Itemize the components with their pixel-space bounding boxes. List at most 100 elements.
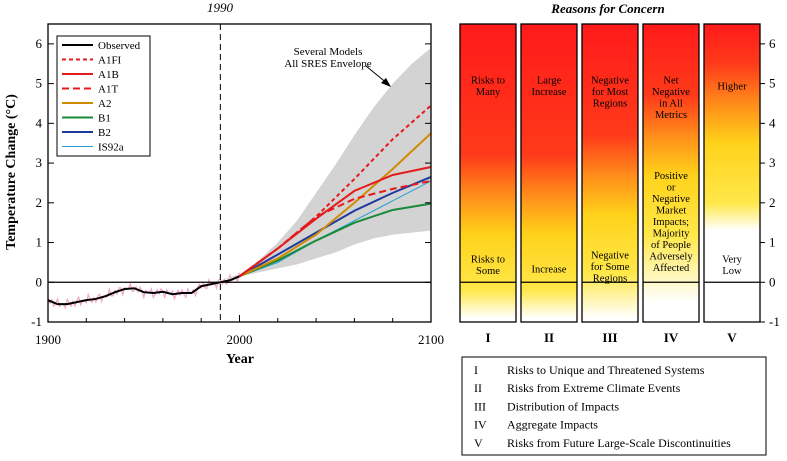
key-text: Risks to Unique and Threatened Systems bbox=[507, 363, 705, 377]
observed-line bbox=[47, 275, 240, 306]
right-tick-label: 2 bbox=[769, 195, 776, 210]
key-frame bbox=[461, 356, 767, 456]
series-line-a1b bbox=[238, 166, 432, 278]
column-lower-label: Negative bbox=[591, 250, 629, 261]
series-line-b1 bbox=[239, 202, 432, 278]
column-lower-label: Very bbox=[722, 254, 743, 265]
legend-label-a1t: A1T bbox=[98, 84, 118, 96]
y-tick-label: 6 bbox=[36, 36, 43, 51]
sres-envelope bbox=[220, 47, 431, 281]
column-upper-label: Net bbox=[663, 76, 678, 87]
y-tick-label: 0 bbox=[36, 274, 43, 289]
column-lower-label: Increase bbox=[532, 264, 567, 275]
right-tick-layer: -1 0 1 2 3 4 5 6 bbox=[760, 36, 780, 329]
legend-label-a1fi: A1FI bbox=[98, 55, 122, 67]
column-numeral: II bbox=[544, 330, 554, 345]
column-upper-label: Negative bbox=[652, 87, 690, 98]
series-line-b2 bbox=[239, 176, 432, 278]
y-tick-label: -1 bbox=[31, 314, 42, 329]
column-upper-label: Negative bbox=[591, 76, 629, 87]
right-tick-label: 1 bbox=[769, 235, 776, 250]
column-upper-label: for Most bbox=[592, 87, 629, 98]
y-tick-label: 4 bbox=[36, 115, 43, 130]
concern-column-iv bbox=[642, 23, 700, 323]
column-upper-label: Metrics bbox=[655, 110, 687, 121]
column-lower-label: Impacts; bbox=[653, 217, 689, 228]
y-tick-label: 2 bbox=[36, 195, 43, 210]
column-lower-label: for Some bbox=[591, 262, 630, 273]
legend-label-is92a: IS92a bbox=[98, 142, 124, 154]
key-numeral: III bbox=[474, 399, 486, 413]
column-lower-label: Some bbox=[476, 266, 500, 277]
column-lower-label: Low bbox=[722, 266, 742, 277]
column-numeral: IV bbox=[664, 330, 679, 345]
legend-label-a2: A2 bbox=[98, 98, 111, 110]
right-tick-label: -1 bbox=[769, 314, 780, 329]
right-tick-label: 3 bbox=[769, 155, 776, 170]
left-tick-layer: -1 0 1 2 3 4 5 6 1900 2000 2100 bbox=[31, 36, 444, 347]
right-tick-label: 5 bbox=[769, 76, 776, 91]
x-tick-label: 2100 bbox=[418, 332, 444, 347]
right-tick-label: 6 bbox=[769, 36, 776, 51]
key-text: Risks from Future Large-Scale Discontinu… bbox=[507, 436, 731, 450]
column-lower-label: Negative bbox=[652, 194, 690, 205]
key-numeral: I bbox=[474, 363, 478, 377]
column-upper-label: Large bbox=[537, 76, 562, 87]
concern-column-v bbox=[703, 23, 761, 323]
y-tick-label: 5 bbox=[36, 76, 43, 91]
column-numeral: V bbox=[727, 330, 737, 345]
sres-envelope-layer bbox=[220, 47, 431, 281]
key-text: Distribution of Impacts bbox=[507, 399, 619, 413]
key-text: Risks from Extreme Climate Events bbox=[507, 381, 681, 395]
column-lower-label: Affected bbox=[653, 263, 690, 274]
x-tick-label: 1900 bbox=[35, 332, 61, 347]
right-tick-label: 0 bbox=[769, 274, 776, 289]
legend-box bbox=[56, 35, 151, 157]
concern-column-i bbox=[459, 23, 517, 323]
envelope-annotation: Several Models All SRES Envelope bbox=[284, 46, 391, 87]
column-numeral: I bbox=[485, 330, 490, 345]
column-upper-label: Regions bbox=[593, 99, 627, 110]
legend-label-a1b: A1B bbox=[98, 69, 119, 81]
reference-year-label: 1990 bbox=[207, 0, 234, 15]
concern-title: Reasons for Concern bbox=[550, 1, 664, 16]
legend-label-observed: Observed bbox=[98, 40, 141, 52]
column-lower-label: Majority bbox=[653, 228, 690, 239]
concern-column-ii bbox=[520, 23, 578, 323]
legend-label-b1: B1 bbox=[98, 113, 111, 125]
key-text: Aggregate Impacts bbox=[507, 418, 598, 432]
column-lower-label: Market bbox=[656, 205, 686, 216]
column-upper-label: Risks to bbox=[471, 76, 505, 87]
column-lower-label: Risks to bbox=[471, 254, 505, 265]
key-numeral: V bbox=[474, 436, 483, 450]
key-numeral: IV bbox=[474, 418, 487, 432]
column-lower-label: Adversely bbox=[649, 251, 693, 262]
column-lower-label: of People bbox=[651, 240, 691, 251]
column-upper-label: Higher bbox=[717, 82, 747, 93]
legend-label-b2: B2 bbox=[98, 127, 111, 139]
y-axis-title: Temperature Change (°C) bbox=[4, 94, 19, 250]
annotation-arrowhead bbox=[381, 78, 391, 87]
key-numeral: II bbox=[474, 381, 482, 395]
annotation-line-2: All SRES Envelope bbox=[284, 58, 372, 70]
y-tick-label: 3 bbox=[36, 155, 43, 170]
x-axis-title: Year bbox=[226, 352, 254, 367]
temperature-chart: 1990 -1 0 1 2 3 4 5 6 1900 2000 2100 Observed A1FI A… bbox=[4, 0, 444, 367]
right-tick-label: 4 bbox=[769, 115, 776, 130]
series-layer bbox=[47, 104, 432, 310]
column-lower-label: or bbox=[667, 182, 676, 193]
series-line-a2 bbox=[239, 132, 432, 278]
column-lower-label: Regions bbox=[593, 273, 627, 284]
concern-column-iii bbox=[581, 23, 639, 323]
key-box: I Risks to Unique and Threatened Systems I… bbox=[461, 356, 767, 456]
annotation-line-1: Several Models bbox=[294, 46, 363, 58]
x-tick-label: 2000 bbox=[227, 332, 253, 347]
legend: Observed A1FI A1B A1T A2 B1 B2 IS92a bbox=[56, 35, 151, 157]
column-upper-label: Increase bbox=[532, 87, 567, 98]
column-upper-label: in All bbox=[659, 99, 683, 110]
column-numeral: III bbox=[602, 330, 617, 345]
column-upper-label: Many bbox=[476, 87, 501, 98]
